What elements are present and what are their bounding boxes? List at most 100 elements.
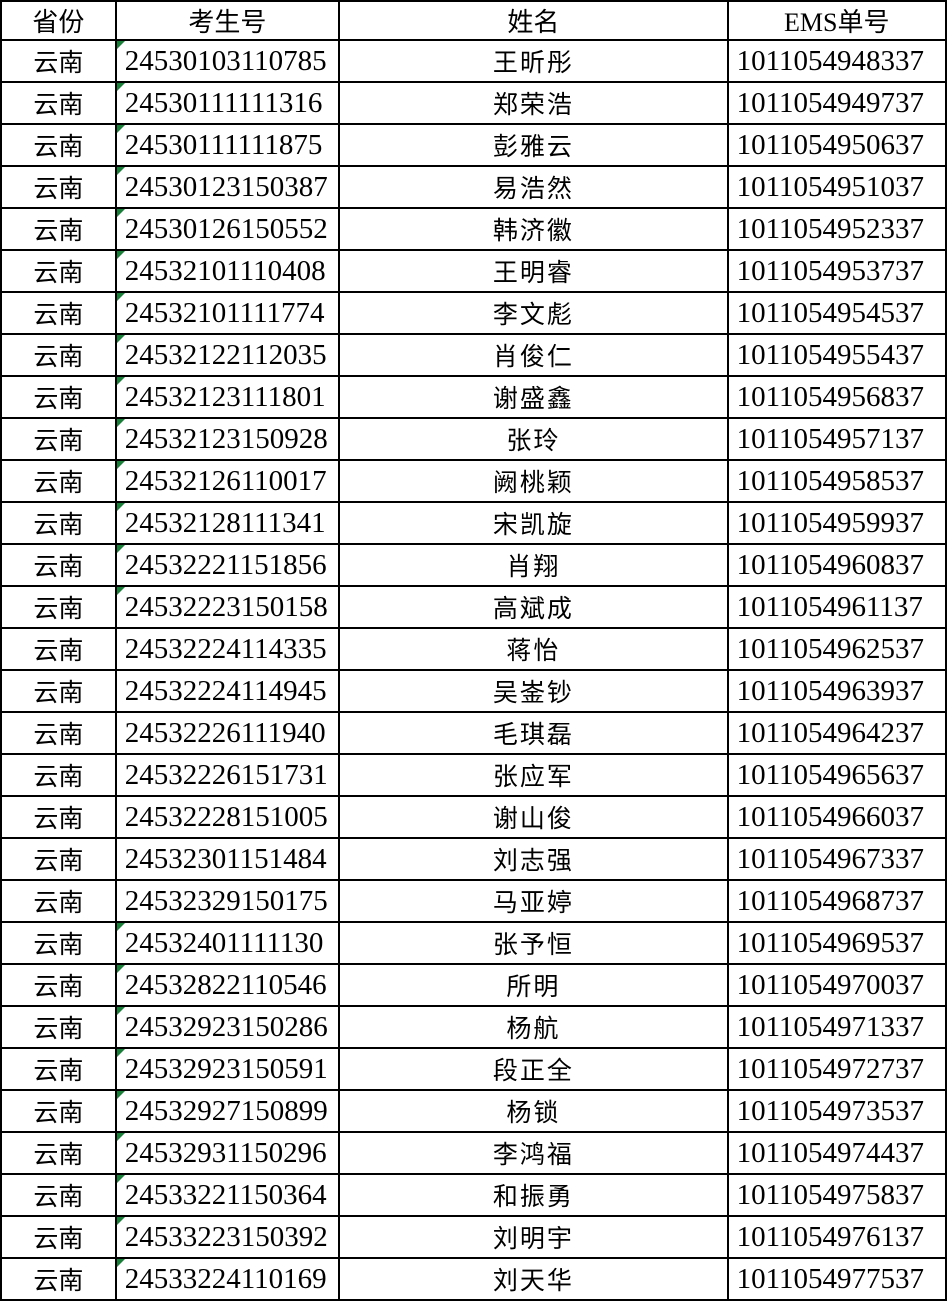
- cell-ems[interactable]: 1011054968737: [726, 879, 947, 923]
- cell-name[interactable]: 段正全: [338, 1047, 729, 1091]
- cell-candidate[interactable]: 24532224114945: [114, 669, 341, 713]
- cell-province[interactable]: 云南: [0, 1173, 117, 1217]
- cell-ems[interactable]: 1011054967337: [726, 837, 947, 881]
- cell-name[interactable]: 李文彪: [338, 291, 729, 335]
- cell-province[interactable]: 云南: [0, 1131, 117, 1175]
- cell-candidate[interactable]: 24533223150392: [114, 1215, 341, 1259]
- cell-name[interactable]: 马亚婷: [338, 879, 729, 923]
- cell-name[interactable]: 彭雅云: [338, 123, 729, 167]
- cell-name[interactable]: 吴崟钞: [338, 669, 729, 713]
- cell-province[interactable]: 云南: [0, 543, 117, 587]
- cell-province[interactable]: 云南: [0, 1215, 117, 1259]
- cell-ems[interactable]: 1011054951037: [726, 165, 947, 209]
- cell-name[interactable]: 刘明宇: [338, 1215, 729, 1259]
- cell-name[interactable]: 李鸿福: [338, 1131, 729, 1175]
- cell-candidate[interactable]: 24532228151005: [114, 795, 341, 839]
- cell-name[interactable]: 王明睿: [338, 249, 729, 293]
- cell-candidate[interactable]: 24533221150364: [114, 1173, 341, 1217]
- cell-name[interactable]: 张玲: [338, 417, 729, 461]
- cell-ems[interactable]: 1011054950637: [726, 123, 947, 167]
- cell-name[interactable]: 郑荣浩: [338, 81, 729, 125]
- cell-name[interactable]: 阙桃颖: [338, 459, 729, 503]
- cell-candidate[interactable]: 24532226111940: [114, 711, 341, 755]
- cell-candidate[interactable]: 24532226151731: [114, 753, 341, 797]
- cell-province[interactable]: 云南: [0, 249, 117, 293]
- cell-ems[interactable]: 1011054965637: [726, 753, 947, 797]
- cell-candidate[interactable]: 24533224110169: [114, 1257, 341, 1301]
- cell-province[interactable]: 云南: [0, 585, 117, 629]
- cell-ems[interactable]: 1011054977537: [726, 1257, 947, 1301]
- cell-name[interactable]: 韩济徽: [338, 207, 729, 251]
- cell-province[interactable]: 云南: [0, 291, 117, 335]
- cell-province[interactable]: 云南: [0, 921, 117, 965]
- cell-province[interactable]: 云南: [0, 879, 117, 923]
- cell-province[interactable]: 云南: [0, 81, 117, 125]
- cell-name[interactable]: 杨锁: [338, 1089, 729, 1133]
- cell-candidate[interactable]: 24532923150591: [114, 1047, 341, 1091]
- cell-candidate[interactable]: 24532123150928: [114, 417, 341, 461]
- cell-ems[interactable]: 1011054962537: [726, 627, 947, 671]
- cell-candidate[interactable]: 24532401111130: [114, 921, 341, 965]
- cell-candidate[interactable]: 24530111111875: [114, 123, 341, 167]
- cell-ems[interactable]: 1011054957137: [726, 417, 947, 461]
- cell-candidate[interactable]: 24532301151484: [114, 837, 341, 881]
- cell-name[interactable]: 刘天华: [338, 1257, 729, 1301]
- cell-ems[interactable]: 1011054960837: [726, 543, 947, 587]
- cell-candidate[interactable]: 24532931150296: [114, 1131, 341, 1175]
- cell-candidate[interactable]: 24532221151856: [114, 543, 341, 587]
- cell-candidate[interactable]: 24532223150158: [114, 585, 341, 629]
- cell-province[interactable]: 云南: [0, 417, 117, 461]
- cell-province[interactable]: 云南: [0, 669, 117, 713]
- cell-province[interactable]: 云南: [0, 795, 117, 839]
- cell-name[interactable]: 宋凯旋: [338, 501, 729, 545]
- cell-name[interactable]: 谢山俊: [338, 795, 729, 839]
- cell-name[interactable]: 杨航: [338, 1005, 729, 1049]
- cell-province[interactable]: 云南: [0, 711, 117, 755]
- cell-candidate[interactable]: 24530111111316: [114, 81, 341, 125]
- cell-candidate[interactable]: 24532329150175: [114, 879, 341, 923]
- cell-province[interactable]: 云南: [0, 963, 117, 1007]
- cell-candidate[interactable]: 24532927150899: [114, 1089, 341, 1133]
- cell-ems[interactable]: 1011054959937: [726, 501, 947, 545]
- cell-name[interactable]: 谢盛鑫: [338, 375, 729, 419]
- cell-province[interactable]: 云南: [0, 165, 117, 209]
- cell-candidate[interactable]: 24532923150286: [114, 1005, 341, 1049]
- cell-ems[interactable]: 1011054958537: [726, 459, 947, 503]
- header-province[interactable]: 省份: [0, 0, 117, 41]
- cell-name[interactable]: 高斌成: [338, 585, 729, 629]
- cell-ems[interactable]: 1011054963937: [726, 669, 947, 713]
- cell-name[interactable]: 毛琪磊: [338, 711, 729, 755]
- cell-candidate[interactable]: 24530103110785: [114, 39, 341, 83]
- cell-name[interactable]: 所明: [338, 963, 729, 1007]
- cell-ems[interactable]: 1011054956837: [726, 375, 947, 419]
- cell-province[interactable]: 云南: [0, 753, 117, 797]
- cell-province[interactable]: 云南: [0, 1089, 117, 1133]
- cell-ems[interactable]: 1011054974437: [726, 1131, 947, 1175]
- cell-ems[interactable]: 1011054953737: [726, 249, 947, 293]
- cell-ems[interactable]: 1011054955437: [726, 333, 947, 377]
- header-name[interactable]: 姓名: [338, 0, 729, 41]
- cell-candidate[interactable]: 24530123150387: [114, 165, 341, 209]
- cell-province[interactable]: 云南: [0, 501, 117, 545]
- cell-name[interactable]: 刘志强: [338, 837, 729, 881]
- cell-candidate[interactable]: 24532128111341: [114, 501, 341, 545]
- cell-province[interactable]: 云南: [0, 123, 117, 167]
- cell-name[interactable]: 易浩然: [338, 165, 729, 209]
- cell-candidate[interactable]: 24532101111774: [114, 291, 341, 335]
- cell-province[interactable]: 云南: [0, 1047, 117, 1091]
- cell-ems[interactable]: 1011054969537: [726, 921, 947, 965]
- cell-province[interactable]: 云南: [0, 1257, 117, 1301]
- cell-province[interactable]: 云南: [0, 1005, 117, 1049]
- cell-province[interactable]: 云南: [0, 39, 117, 83]
- cell-ems[interactable]: 1011054952337: [726, 207, 947, 251]
- cell-name[interactable]: 张予恒: [338, 921, 729, 965]
- cell-candidate[interactable]: 24532126110017: [114, 459, 341, 503]
- cell-ems[interactable]: 1011054976137: [726, 1215, 947, 1259]
- cell-candidate[interactable]: 24532101110408: [114, 249, 341, 293]
- cell-ems[interactable]: 1011054948337: [726, 39, 947, 83]
- cell-name[interactable]: 蒋怡: [338, 627, 729, 671]
- cell-ems[interactable]: 1011054949737: [726, 81, 947, 125]
- cell-ems[interactable]: 1011054961137: [726, 585, 947, 629]
- cell-province[interactable]: 云南: [0, 333, 117, 377]
- cell-candidate[interactable]: 24532822110546: [114, 963, 341, 1007]
